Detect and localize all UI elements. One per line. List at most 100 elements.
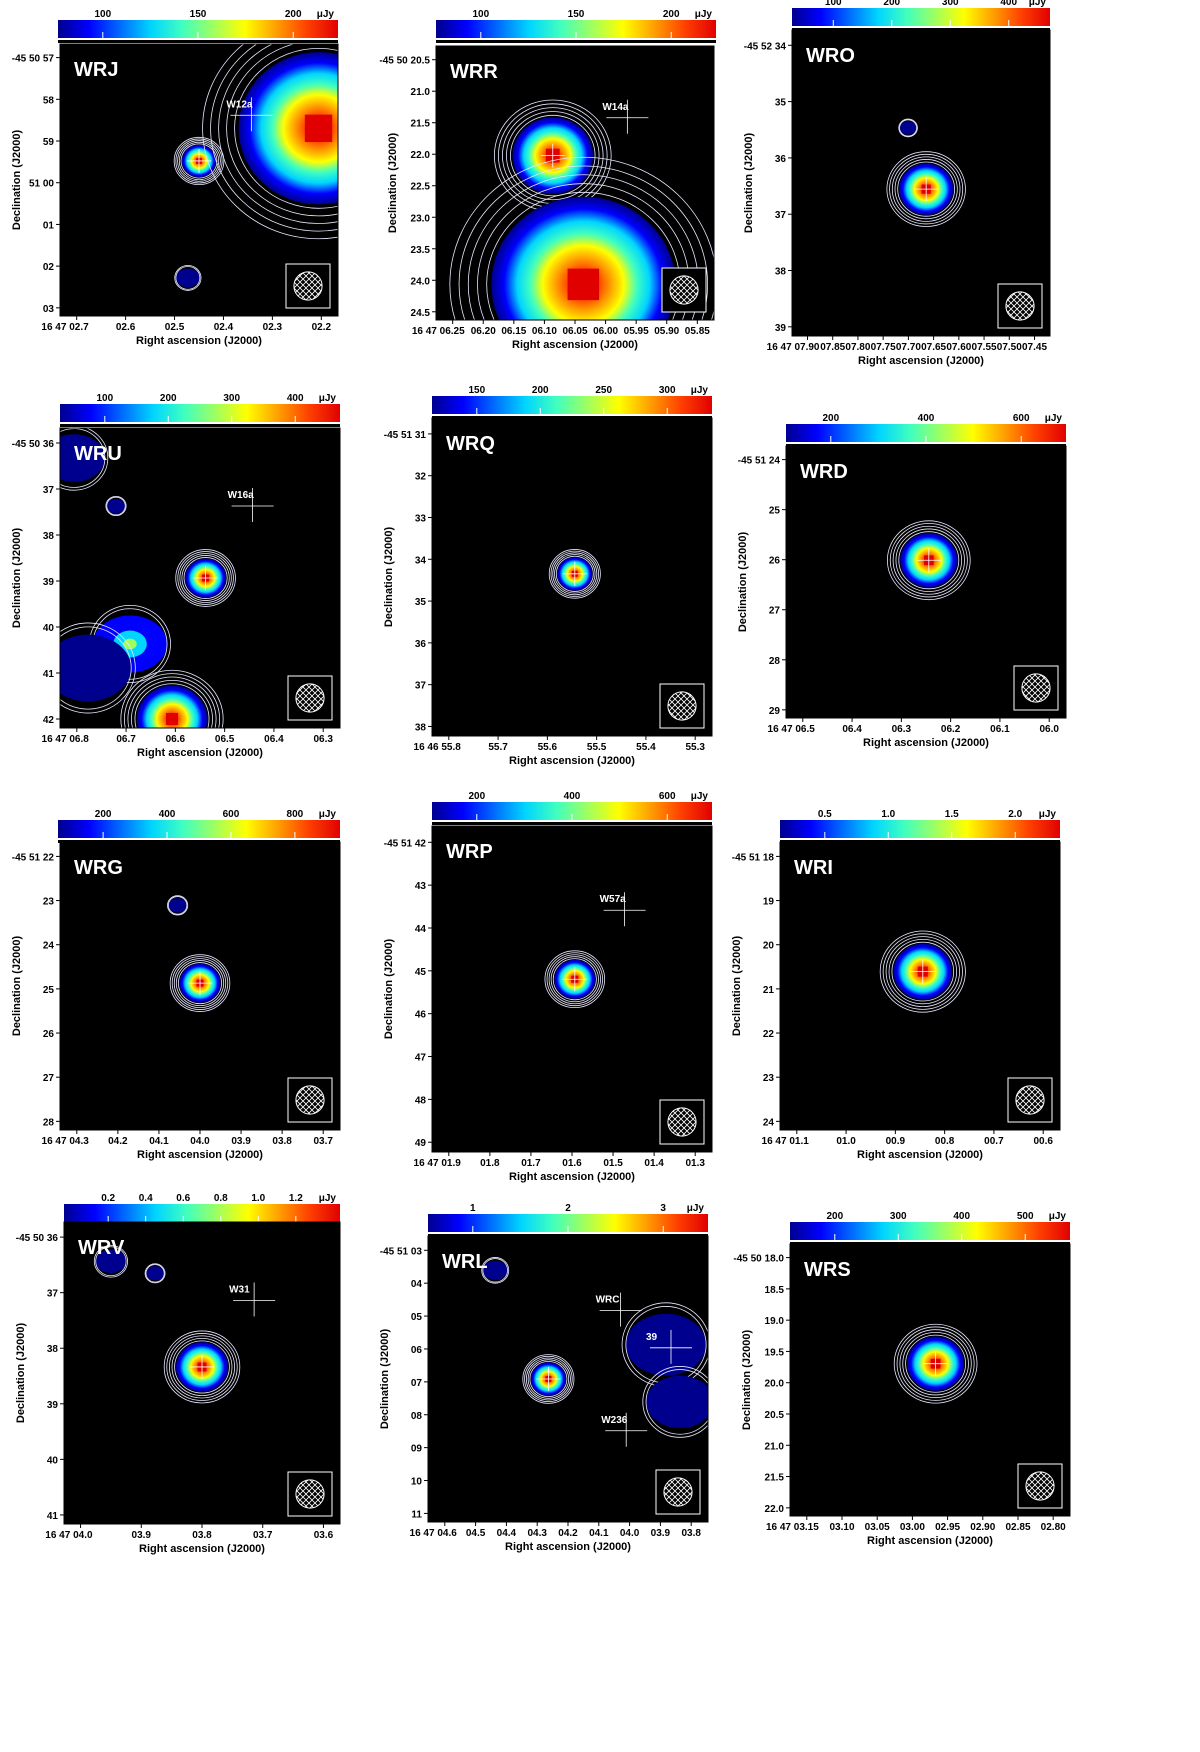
x-tick-label: 16 47 04.3 <box>42 1136 90 1147</box>
x-tick-label: 16 47 04.0 <box>45 1530 93 1541</box>
y-tick-label: 25 <box>769 506 781 517</box>
x-tick-label: 07.65 <box>921 342 946 353</box>
panel-label: WRG <box>74 857 123 879</box>
colorbar-tick-label: 0.6 <box>176 1193 190 1204</box>
y-tick-label: 39 <box>775 323 787 334</box>
x-tick-label: 03.6 <box>314 1530 334 1541</box>
colorbar <box>432 802 712 820</box>
x-tick-label: 01.3 <box>685 1158 705 1169</box>
x-tick-label: 03.8 <box>272 1136 292 1147</box>
colorbar <box>432 396 712 414</box>
y-tick-label: 36 <box>415 639 427 650</box>
x-tick-label: 02.80 <box>1041 1522 1066 1533</box>
x-axis-label: Right ascension (J2000) <box>505 1541 631 1553</box>
x-tick-label: 16 47 07.90 <box>767 342 820 353</box>
y-tick-label: 28 <box>43 1117 55 1128</box>
radio-source <box>482 1260 508 1280</box>
x-axis-label: Right ascension (J2000) <box>509 1171 635 1183</box>
y-tick-label: 41 <box>43 669 55 680</box>
x-axis-label: Right ascension (J2000) <box>867 1535 993 1547</box>
y-tick-label: 47 <box>415 1053 427 1064</box>
x-tick-label: 07.80 <box>845 342 870 353</box>
x-tick-label: 02.2 <box>312 322 332 333</box>
y-tick-label: 21.0 <box>411 87 431 98</box>
y-tick-label: 25 <box>43 985 55 996</box>
y-tick-label: 23 <box>763 1073 775 1084</box>
radio-source <box>646 1375 708 1429</box>
source-annotation: W12a <box>226 99 253 110</box>
x-tick-label: 03.9 <box>651 1528 671 1539</box>
y-tick-label: 37 <box>775 210 787 221</box>
y-tick-label: 45 <box>415 967 427 978</box>
colorbar-tick-label: 100 <box>825 0 842 8</box>
x-tick-label: 06.7 <box>116 734 136 745</box>
colorbar-tick-label: 600 <box>659 791 676 802</box>
y-tick-label: 20.5 <box>765 1410 785 1421</box>
panel-wrs: 200 300 400 500 μJy WRS 16 47 03.15 03.10 03.05 0… <box>733 1211 1071 1547</box>
colorbar-tick-label: 300 <box>223 393 240 404</box>
y-tick-label: 28 <box>769 656 781 667</box>
y-tick-label: 22.0 <box>411 150 431 161</box>
y-axis-label: Declination (J2000) <box>11 528 23 629</box>
y-tick-label: -45 50 36 <box>12 439 55 450</box>
colorbar-tick-label: 200 <box>95 809 112 820</box>
y-tick-label: 06 <box>411 1345 423 1356</box>
panel-wri: 0.5 1.0 1.5 2.0 μJy WRI 16 47 01.1 01.0 00.9 00.8… <box>731 809 1061 1161</box>
panel-label: WRQ <box>446 433 495 455</box>
y-tick-label: 19.5 <box>765 1347 785 1358</box>
y-tick-label: 23.5 <box>411 245 431 256</box>
colorbar-tick-label: 300 <box>942 0 959 8</box>
y-tick-label: 03 <box>43 304 55 315</box>
y-tick-label: 26 <box>769 556 781 567</box>
beam-ellipse <box>669 275 699 305</box>
y-tick-label: 24.0 <box>411 276 431 287</box>
x-tick-label: 04.2 <box>558 1528 578 1539</box>
panel-wrv: 0.2 0.4 0.6 0.8 1.0 1.2 μJy W31 WRV 16 47 04.0 03.… <box>15 1193 341 1555</box>
y-tick-label: 20 <box>763 941 775 952</box>
panel-label: WRU <box>74 443 122 465</box>
x-tick-label: 05.85 <box>685 326 710 337</box>
x-tick-label: 16 47 06.25 <box>412 326 465 337</box>
x-tick-label: 03.9 <box>231 1136 251 1147</box>
x-tick-label: 16 47 04.6 <box>410 1528 458 1539</box>
x-axis-label: Right ascension (J2000) <box>857 1149 983 1161</box>
x-tick-label: 16 47 01.1 <box>762 1136 810 1147</box>
colorbar-tick-label: 150 <box>190 9 207 20</box>
y-tick-label: 40 <box>47 1455 59 1466</box>
colorbar-tick-label: 2.0 <box>1008 809 1022 820</box>
colorbar-tick-label: 200 <box>160 393 177 404</box>
source-annotation: W57a <box>600 894 627 905</box>
colorbar-tick-label: 800 <box>287 809 304 820</box>
x-tick-label: 07.70 <box>896 342 921 353</box>
beam-ellipse <box>1025 1471 1055 1501</box>
radio-source <box>95 1249 127 1273</box>
y-tick-label: 10 <box>411 1477 423 1488</box>
x-tick-label: 07.85 <box>820 342 845 353</box>
colorbar <box>64 1204 340 1222</box>
colorbar-tick-label: 0.5 <box>818 809 832 820</box>
x-tick-label: 16 47 02.7 <box>41 322 89 333</box>
panel-wrq: 150 200 250 300 μJy WRQ 16 46 55.8 55.7 55.6 55.5… <box>383 385 713 767</box>
x-axis-label: Right ascension (J2000) <box>137 1149 263 1161</box>
colorbar-unit: μJy <box>691 385 709 396</box>
x-tick-label: 01.7 <box>521 1158 541 1169</box>
colorbar-tick-label: 0.2 <box>101 1193 115 1204</box>
y-tick-label: 41 <box>47 1511 59 1522</box>
x-tick-label: 06.3 <box>313 734 333 745</box>
x-axis-label: Right ascension (J2000) <box>512 339 638 351</box>
y-tick-label: 27 <box>43 1073 55 1084</box>
x-tick-label: 07.50 <box>997 342 1022 353</box>
colorbar-tick-label: 250 <box>595 385 612 396</box>
source-annotation: W31 <box>229 1284 250 1295</box>
y-tick-label: 26 <box>43 1029 55 1040</box>
colorbar-tick-label: 100 <box>96 393 113 404</box>
x-tick-label: 06.5 <box>215 734 235 745</box>
y-tick-label: 23 <box>43 897 55 908</box>
panel-label: WRJ <box>74 59 118 81</box>
x-tick-label: 03.00 <box>900 1522 925 1533</box>
y-tick-label: 19 <box>763 897 775 908</box>
y-tick-label: -45 51 31 <box>384 430 427 441</box>
colorbar-unit: μJy <box>1029 0 1047 8</box>
